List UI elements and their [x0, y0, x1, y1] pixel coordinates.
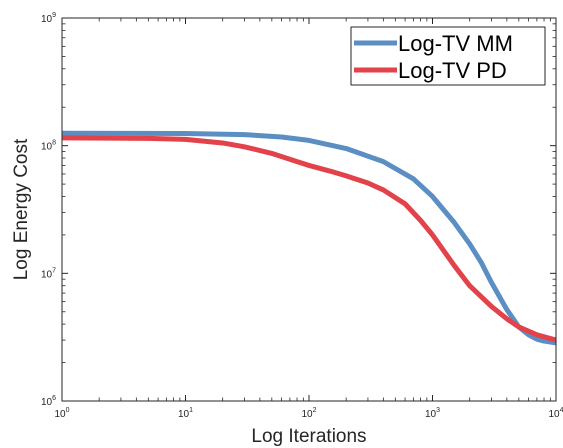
x-tick-label: 104 — [548, 407, 563, 420]
x-tick-label: 102 — [301, 407, 316, 420]
y-tick-label: 106 — [41, 395, 56, 408]
y-tick-label: 109 — [41, 12, 56, 25]
series-line-log-tv-mm — [61, 130, 557, 346]
y-tick-base: 10 — [41, 397, 53, 408]
x-tick-exponent: 1 — [189, 407, 193, 414]
x-axis-label: Log Iterations — [251, 426, 366, 447]
x-tick-exponent: 2 — [313, 407, 317, 414]
x-tick-label: 103 — [425, 407, 440, 420]
x-tick-base: 10 — [548, 409, 560, 420]
x-tick-base: 10 — [54, 409, 66, 420]
x-tick-base: 10 — [178, 409, 190, 420]
legend-label: Log-TV MM — [398, 31, 513, 56]
series-line-log-tv-pd — [61, 135, 557, 343]
y-tick-exponent: 6 — [52, 395, 56, 402]
x-tick-exponent: 4 — [560, 407, 563, 414]
y-tick-label: 108 — [41, 140, 56, 153]
legend-label: Log-TV PD — [398, 58, 507, 83]
y-tick-base: 10 — [41, 142, 53, 153]
x-tick-exponent: 0 — [66, 407, 70, 414]
y-tick-base: 10 — [41, 269, 53, 280]
x-tick-base: 10 — [301, 409, 313, 420]
legend-box — [350, 26, 546, 86]
x-tick-exponent: 3 — [436, 407, 440, 414]
series-layer — [61, 130, 557, 346]
x-tick-label: 101 — [178, 407, 193, 420]
y-tick-exponent: 9 — [52, 12, 56, 19]
x-tick-base: 10 — [425, 409, 437, 420]
y-axis-label: Log Energy Cost — [11, 138, 32, 280]
y-tick-base: 10 — [41, 14, 53, 25]
y-tick-label: 107 — [41, 267, 56, 280]
x-tick-label: 100 — [54, 407, 69, 420]
plot-area — [61, 17, 557, 402]
y-tick-exponent: 8 — [52, 140, 56, 147]
y-tick-exponent: 7 — [52, 267, 56, 274]
